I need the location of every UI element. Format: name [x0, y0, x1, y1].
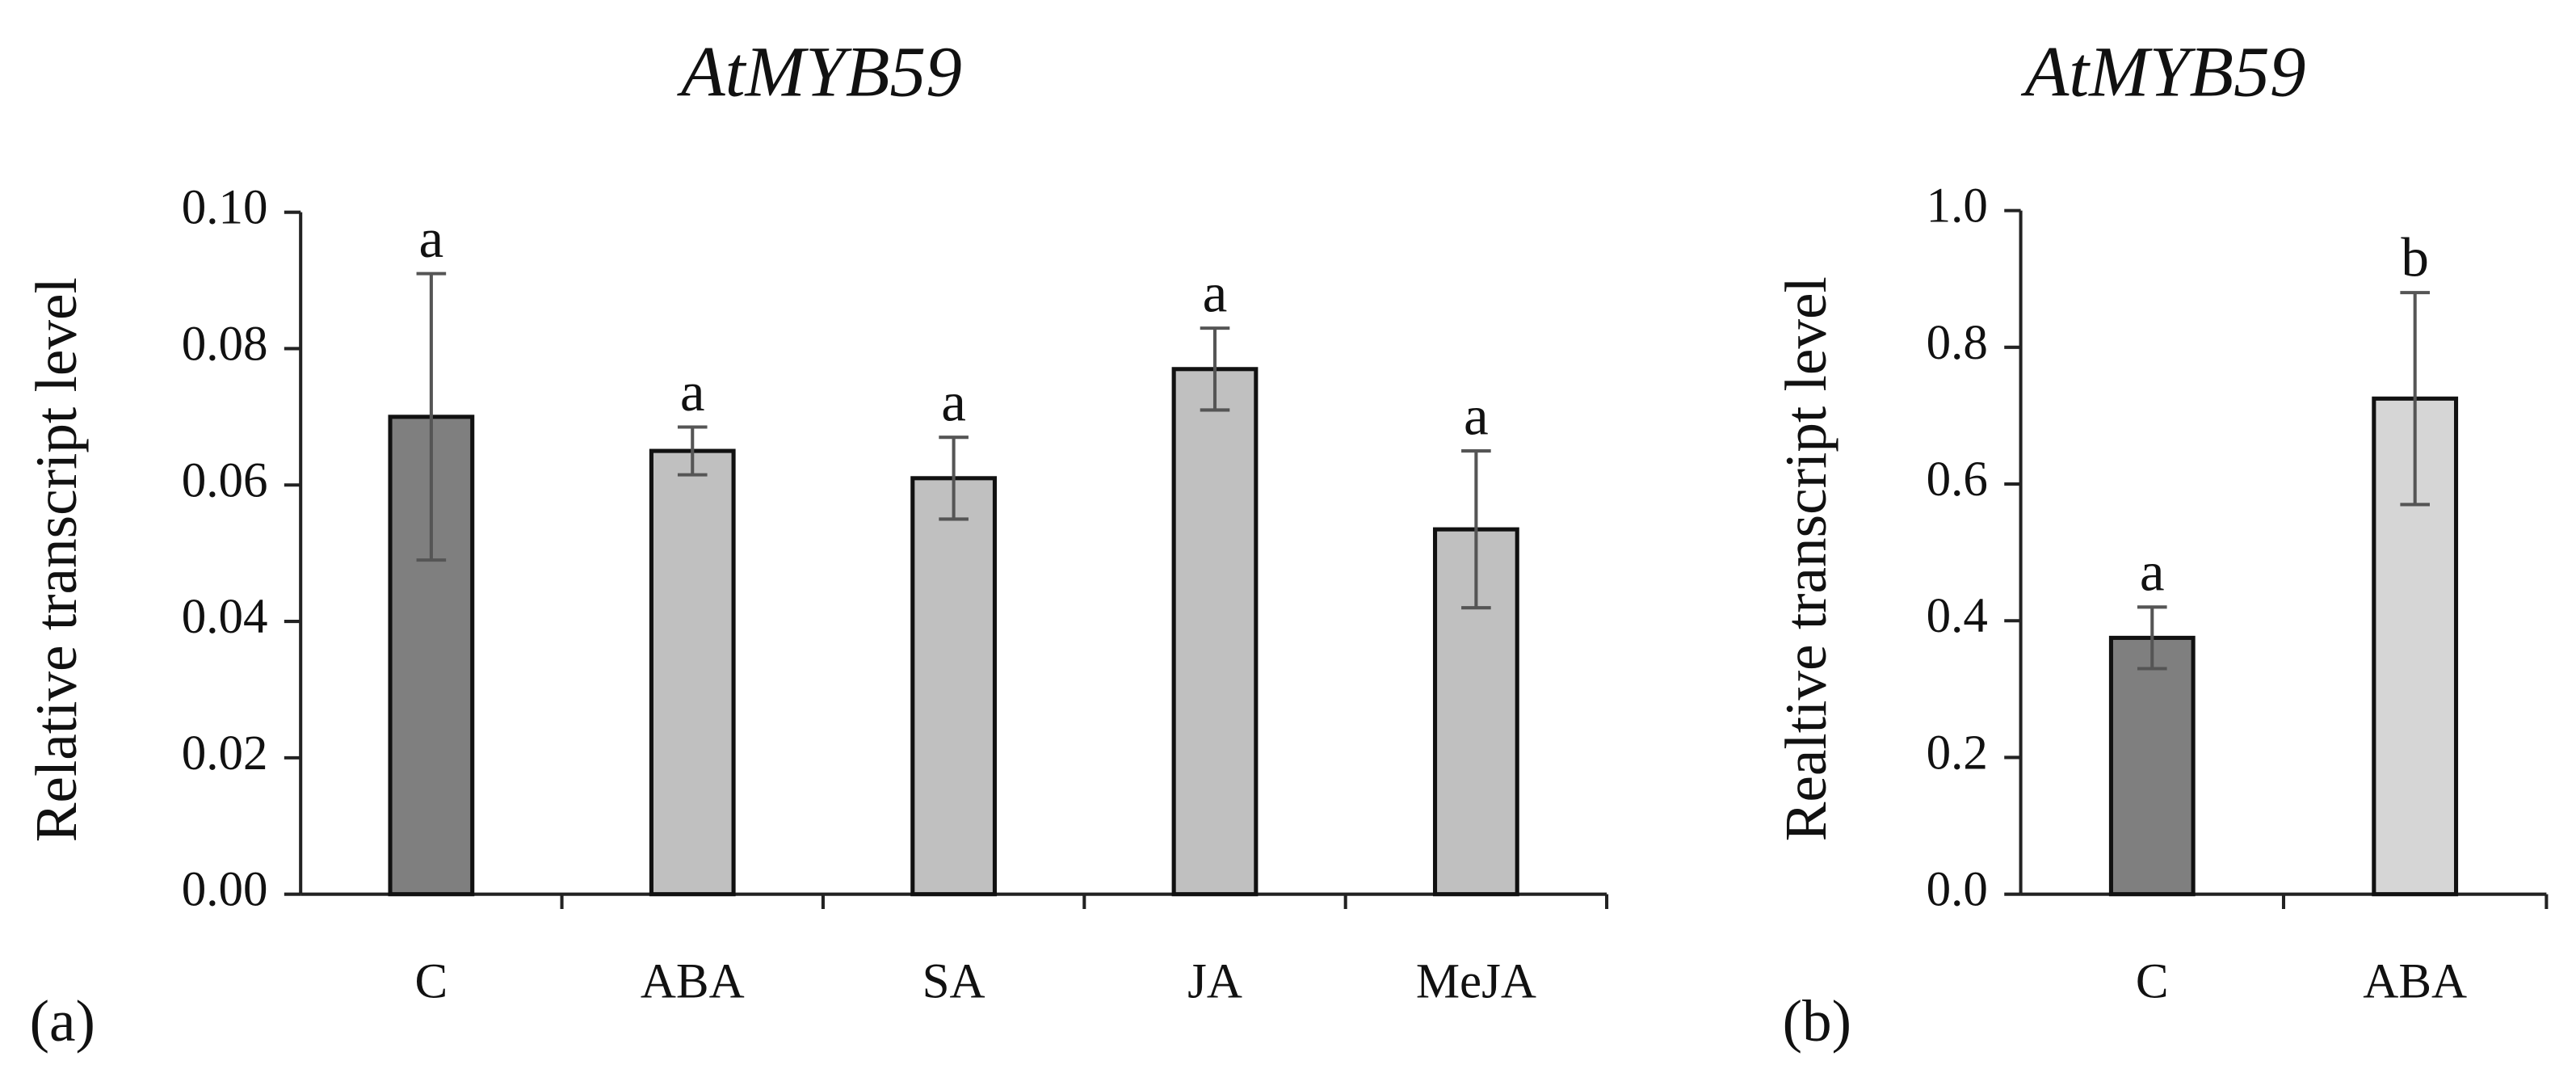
significance-letter: a	[1464, 384, 1489, 446]
x-tick-label: C	[415, 955, 448, 1009]
y-tick-label: 0.2	[1927, 726, 1988, 780]
y-tick-label: 0.8	[1927, 316, 1988, 370]
panel-label: (a)	[30, 988, 95, 1054]
error-bar	[1461, 449, 1491, 610]
significance-letter: a	[419, 207, 444, 269]
y-tick-label: 0.08	[182, 317, 268, 371]
chart-title: AtMYB59	[677, 32, 962, 112]
x-tick-label: MeJA	[1416, 955, 1536, 1009]
x-tick-label: ABA	[641, 955, 745, 1009]
x-tick-label: JA	[1187, 955, 1242, 1009]
panel-label: (b)	[1783, 988, 1851, 1054]
bar	[910, 476, 998, 897]
significance-letter: b	[2401, 225, 2429, 288]
significance-letter: a	[1203, 261, 1228, 323]
chart-title: AtMYB59	[2021, 32, 2306, 112]
error-bar	[939, 436, 969, 521]
x-tick-label: ABA	[2363, 955, 2467, 1009]
bar	[388, 415, 475, 897]
y-tick-label: 0.00	[182, 863, 268, 917]
x-tick-label: SA	[922, 955, 985, 1009]
y-tick-label: 0.10	[182, 181, 268, 235]
y-tick-label: 0.02	[182, 726, 268, 781]
significance-letter: a	[680, 360, 705, 423]
significance-letter: a	[2140, 541, 2165, 603]
y-axis-label: Relative transcript level	[23, 277, 89, 842]
y-tick-label: 0.6	[1927, 452, 1988, 507]
x-tick-label: C	[2136, 955, 2169, 1009]
error-bar	[2137, 605, 2167, 671]
error-bar	[1200, 326, 1230, 412]
bar	[2108, 635, 2196, 897]
y-tick-label: 0.0	[1927, 863, 1988, 917]
y-tick-label: 0.04	[182, 590, 268, 644]
error-bar	[416, 271, 447, 562]
error-bar	[677, 425, 708, 477]
bar	[1171, 367, 1259, 897]
bar	[649, 448, 736, 897]
y-tick-label: 1.0	[1927, 179, 1988, 234]
significance-letter: a	[941, 370, 966, 432]
error-bar	[2400, 291, 2430, 507]
y-tick-label: 0.06	[182, 453, 268, 507]
y-axis-label: Realtive transcript level	[1773, 276, 1838, 841]
y-tick-label: 0.4	[1927, 589, 1988, 643]
